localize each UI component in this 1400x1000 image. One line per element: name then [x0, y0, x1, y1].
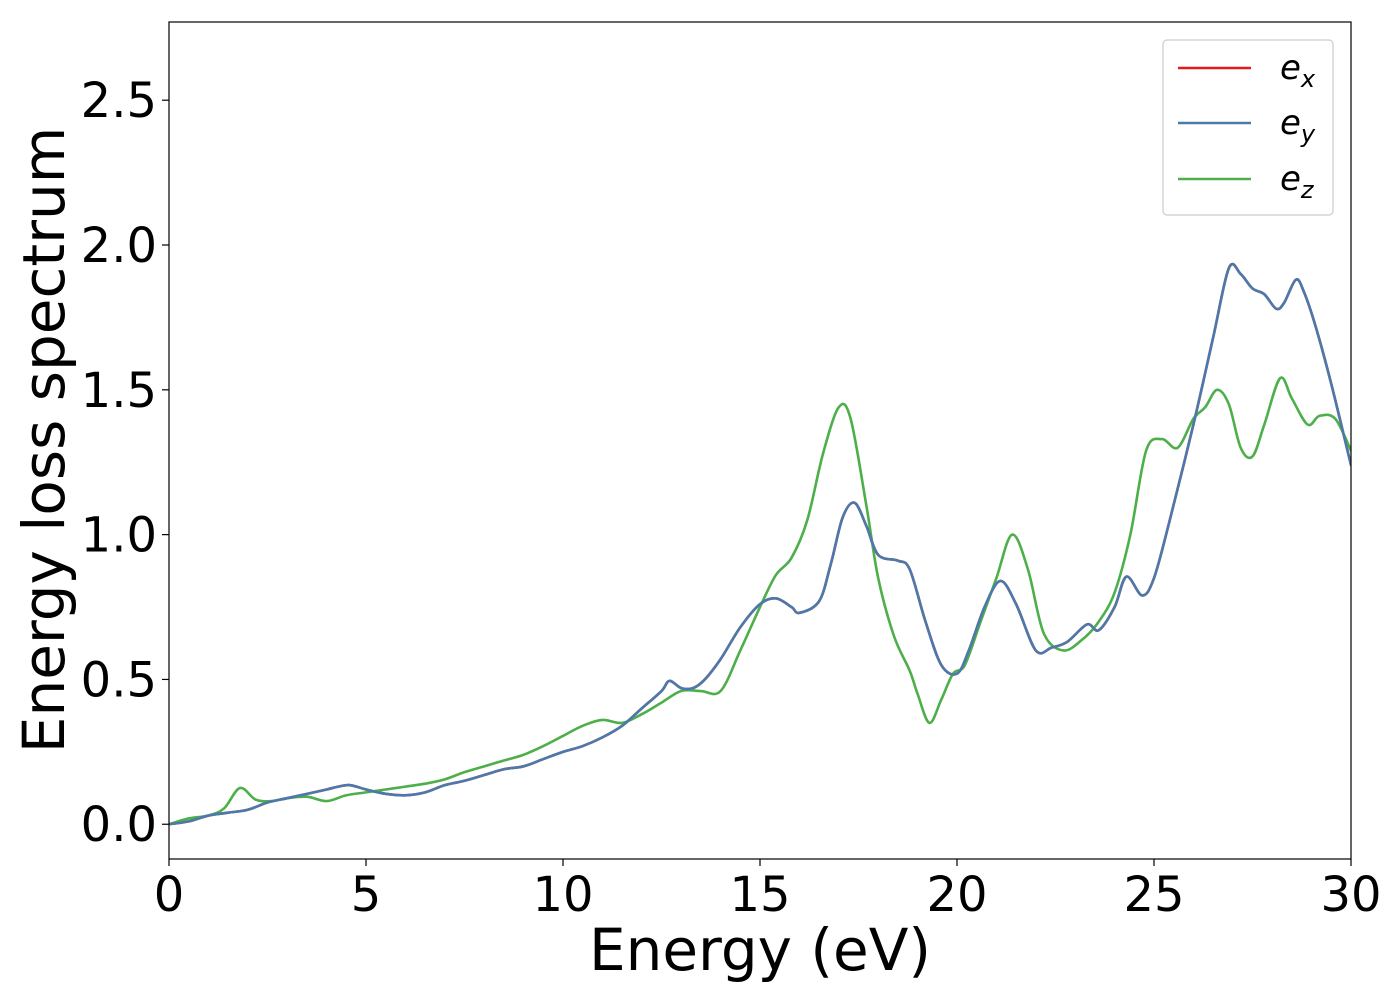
x-axis: 0 5 10 15 20 25 30 — [154, 859, 1382, 923]
x-axis-title: Energy (eV) — [589, 916, 931, 984]
legend-label-e-y: ey — [1280, 103, 1316, 148]
x-tick-label: 30 — [1320, 867, 1381, 923]
x-tick-label: 15 — [729, 867, 790, 923]
y-tick-label: 2.0 — [81, 218, 157, 274]
series-line-e-y — [169, 262, 1351, 826]
x-tick-label: 25 — [1123, 867, 1184, 923]
y-tick-label: 2.5 — [81, 73, 157, 129]
y-tick-label: 1.5 — [81, 363, 157, 419]
x-tick-label: 0 — [154, 867, 185, 923]
y-axis-title: Energy loss spectrum — [10, 127, 78, 753]
x-tick-label: 5 — [351, 867, 382, 923]
y-tick-label: 0.0 — [81, 797, 157, 853]
y-tick-label: 0.5 — [81, 652, 157, 708]
legend-frame — [1162, 39, 1334, 216]
series-layer — [169, 262, 1351, 826]
y-tick-label: 1.0 — [81, 508, 157, 564]
series-line-e-z — [169, 376, 1351, 826]
x-tick-label: 20 — [926, 867, 987, 923]
x-tick-label: 10 — [532, 867, 593, 923]
y-axis: 0.0 0.5 1.0 1.5 2.0 2.5 — [81, 73, 169, 853]
plot-area — [168, 21, 1352, 860]
plot-background — [169, 22, 1351, 859]
